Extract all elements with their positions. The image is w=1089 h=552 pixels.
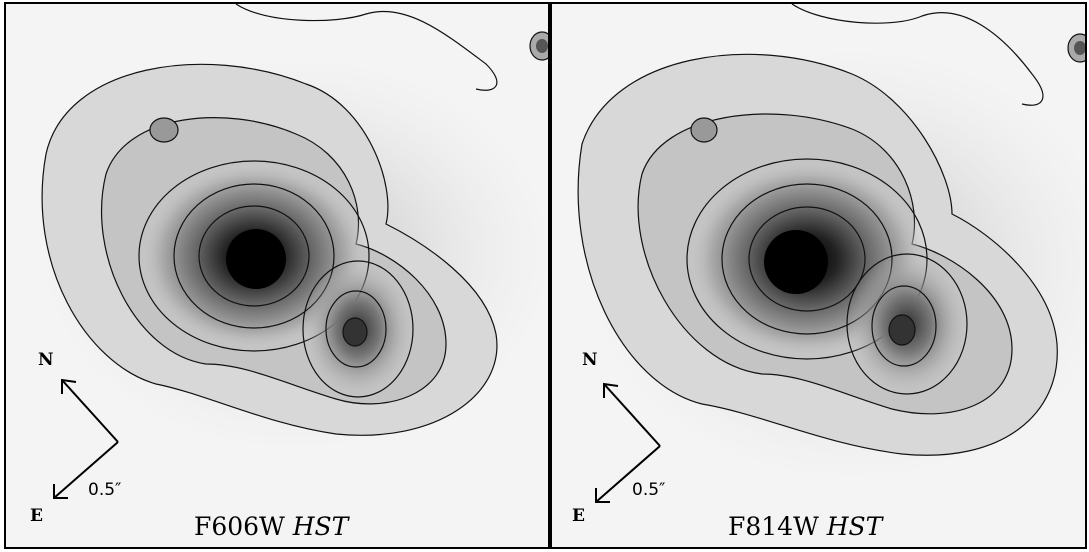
- secondary-source-core: [888, 314, 916, 346]
- secondary-source-contour: [325, 290, 387, 368]
- east-label: E: [30, 506, 43, 526]
- secondary-source-core: [342, 317, 368, 347]
- galaxy-image-f814w: [577, 4, 1085, 503]
- galaxy-image-f606w: [36, 4, 548, 499]
- contour-5: [748, 206, 866, 312]
- scale-label: 0.5″: [632, 480, 666, 500]
- telescope-name: HST: [292, 512, 349, 541]
- panel-title: F606W HST: [194, 512, 348, 541]
- knot-source: [690, 117, 718, 143]
- contour-5: [198, 205, 310, 307]
- north-label: N: [582, 350, 598, 370]
- compass-arrows: [595, 382, 661, 503]
- top-arc-contour: [791, 4, 1044, 106]
- filter-name: F814W: [728, 512, 819, 541]
- compass-arrows: [53, 378, 119, 499]
- panel-f814w: N E 0.5″ F814W HST: [550, 2, 1087, 549]
- contour-4: [173, 183, 335, 329]
- secondary-source-contour: [871, 285, 937, 367]
- filter-name: F606W: [194, 512, 285, 541]
- scale-label: 0.5″: [88, 480, 122, 500]
- east-label: E: [572, 506, 585, 526]
- panel-f606w: N E 0.5″ F606W HST: [4, 2, 550, 549]
- corner-source-core: [536, 39, 548, 53]
- corner-source-core: [1074, 41, 1085, 55]
- primary-nucleus: [226, 229, 286, 289]
- primary-nucleus: [764, 230, 828, 294]
- panel-title: F814W HST: [728, 512, 882, 541]
- telescope-name: HST: [826, 512, 883, 541]
- knot-source: [149, 117, 179, 143]
- top-arc-contour: [235, 4, 498, 91]
- north-label: N: [38, 350, 54, 370]
